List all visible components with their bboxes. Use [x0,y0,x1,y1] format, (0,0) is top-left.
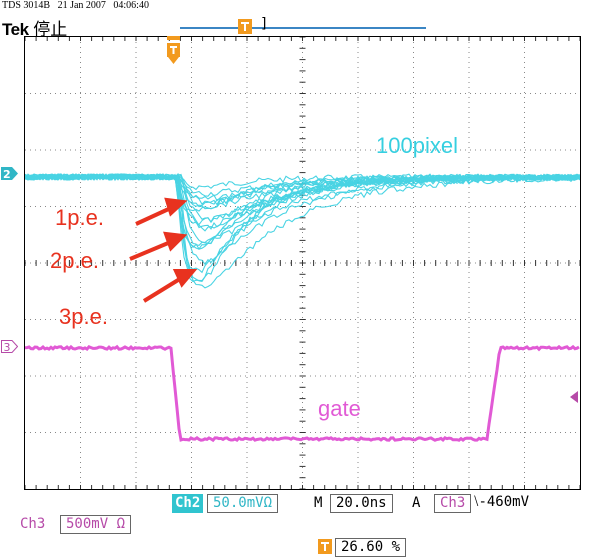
acquisition-mode: A [412,495,421,511]
arrow-2pe [129,239,174,261]
annotation-2pe: 2p.e. [50,248,99,273]
ch3-waveform [25,344,580,443]
annotation-arrows [129,197,198,303]
ch2-channel-chip[interactable]: Ch2 [172,494,204,513]
annotation-1pe: 1p.e. [55,205,104,230]
trigger-position-value[interactable]: 26.60 % [335,538,407,557]
record-position-bar [180,27,426,29]
ch3-trace-label: gate [318,396,361,421]
arrow-1pe [135,205,174,226]
record-window-bracket: ] [260,16,269,32]
waveform-canvas [25,37,580,489]
brand-logo: Tek [2,20,29,39]
trigger-source[interactable]: Ch3 [434,494,472,513]
trigger-position-icon [318,539,332,554]
trigger-source-label: Ch3 [440,495,466,511]
ch2-pulse-trace [25,173,580,249]
trigger-point-marker[interactable] [167,36,180,66]
ch2-level-marker[interactable]: 2 [1,167,18,180]
trigger-position-icon [238,19,252,34]
ch3-channel-label: Ch3 [20,516,46,532]
waveform-display[interactable] [24,36,581,490]
ch2-pulse-trace [25,173,580,283]
ch2-waveforms [25,172,580,289]
arrow-1pe-head [164,197,188,217]
arrow-3pe [142,275,185,303]
timebase-prefix: M [314,495,323,511]
capture-time: 04:06:40 [113,0,149,11]
model-name: TDS 3014B [2,0,51,11]
trigger-settings[interactable]: ⧵-460mV [474,494,529,510]
arrow-2pe-head [163,231,188,252]
falling-edge-icon: ⧵ [474,494,479,510]
ch2-trace-label: 100pixel [376,133,458,158]
graticule-center-axes [25,37,580,489]
scope-header: TDS 3014B 21 Jan 2007 04:06:40 [2,0,149,11]
ch3-level-marker[interactable]: 3 [1,340,18,353]
trigger-level-value: -460mV [478,494,530,510]
brand-status: Tek 停止 [2,15,67,40]
ch3-marker-label: 3 [4,341,11,353]
ch2-marker-label: 2 [3,168,11,180]
ch2-vertical-scale[interactable]: 50.0mVΩ [207,494,279,513]
run-status: 停止 [33,20,68,39]
ch2-pulse-trace [25,173,580,289]
ch3-vertical-scale[interactable]: 500mV Ω [60,515,132,534]
arrow-3pe-head [172,269,198,288]
annotation-3pe: 3p.e. [59,304,108,329]
trigger-level-marker[interactable] [570,391,580,403]
timebase-value[interactable]: 20.0ns [330,494,393,513]
capture-date: 21 Jan 2007 [57,0,106,11]
